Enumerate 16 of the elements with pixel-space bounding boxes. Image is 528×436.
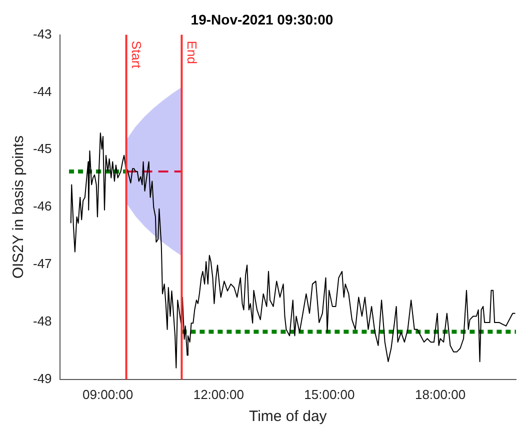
- x-tick-label: 09:00:00: [82, 386, 134, 402]
- x-axis-title: Time of day: [248, 408, 328, 426]
- y-tick-label: -48: [32, 314, 52, 329]
- y-tick-label: -44: [32, 84, 52, 99]
- y-tick-label: -47: [32, 256, 52, 272]
- x-tick-label: 12:00:00: [193, 386, 244, 402]
- y-tick-label: -46: [32, 198, 52, 214]
- ref-line-label: End: [184, 40, 200, 64]
- y-tick-label: -43: [32, 26, 52, 42]
- y-axis-title: OIS2Y in basis points: [10, 136, 28, 279]
- y-tick-label: -45: [32, 141, 52, 156]
- x-tick-label: 15:00:00: [304, 386, 355, 402]
- ref-line-label: Start: [129, 40, 144, 69]
- x-tick-label: 18:00:00: [414, 386, 466, 402]
- chart-title: 19-Nov-2021 09:30:00: [190, 11, 334, 28]
- y-tick-label: -49: [32, 370, 52, 386]
